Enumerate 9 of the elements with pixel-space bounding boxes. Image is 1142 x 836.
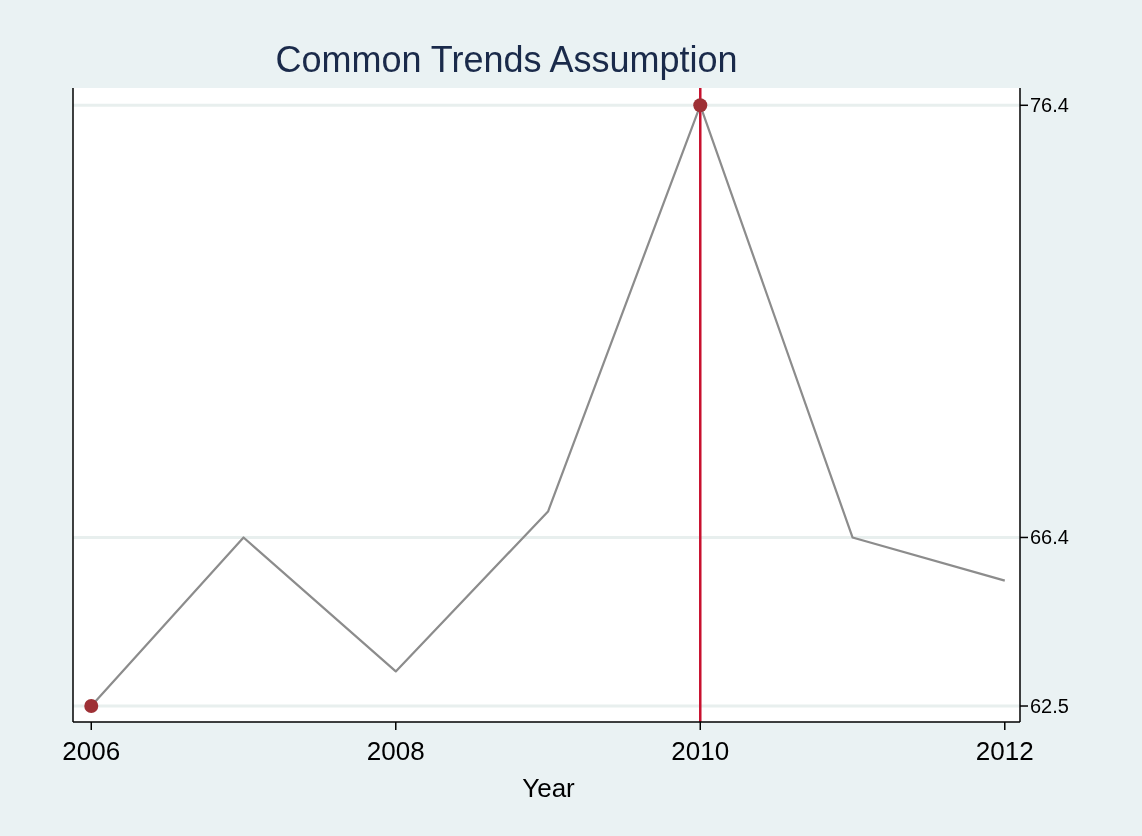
y-tick-label: 62.5 [1030, 695, 1069, 718]
y-tick-label: 76.4 [1030, 94, 1069, 117]
x-tick-label: 2008 [366, 736, 425, 766]
x-tick-label: 2006 [62, 736, 121, 766]
x-axis-title: Year [522, 773, 576, 803]
x-tick-label: 2010 [671, 736, 730, 766]
y-tick-label: 66.4 [1030, 526, 1069, 549]
x-tick-label: 2012 [975, 736, 1034, 766]
chart-title: Common Trends Assumption [275, 39, 738, 80]
